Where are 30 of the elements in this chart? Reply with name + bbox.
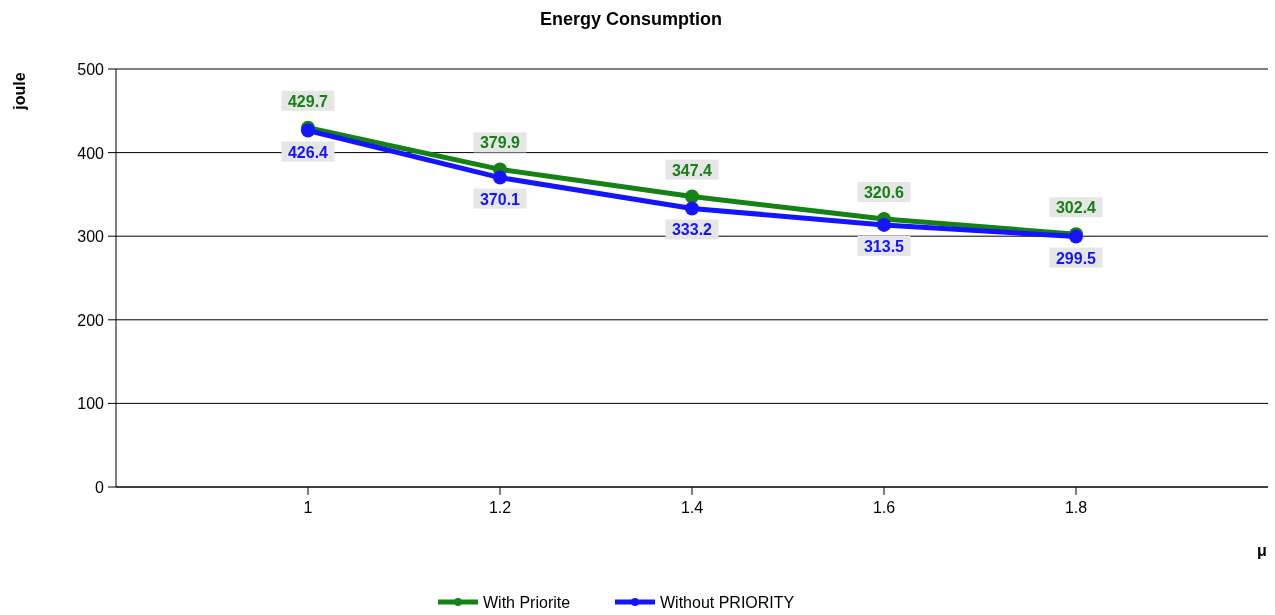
data-label: 302.4: [1055, 199, 1097, 217]
data-label: 313.5: [863, 237, 905, 255]
data-label: 320.6: [863, 183, 905, 201]
legend-label: Without PRIORITY: [660, 594, 795, 611]
x-tick-label: 1.2: [488, 499, 512, 516]
point: [877, 217, 891, 232]
data-label: 429.7: [287, 92, 329, 110]
legend-label: With Priorite: [483, 594, 571, 611]
data-label: 426.4: [287, 143, 329, 161]
data-label: 347.4: [671, 161, 713, 179]
chart-title: Energy Consumption: [539, 9, 723, 29]
point: [493, 170, 507, 185]
x-tick-label: 1.4: [680, 499, 704, 516]
x-tick-label: 1.8: [1064, 499, 1088, 516]
y-axis-title: joule: [11, 72, 28, 111]
x-tick-label: 1.6: [872, 499, 896, 516]
y-tick-label: 200: [77, 311, 105, 329]
data-label: 370.1: [479, 190, 521, 208]
point: [685, 189, 699, 204]
y-tick-label: 0: [95, 479, 105, 496]
point: [685, 201, 699, 216]
x-tick-label: 1: [303, 499, 313, 516]
x-axis-title: μ: [1257, 542, 1267, 559]
data-label: 299.5: [1055, 249, 1097, 267]
y-tick-label: 100: [77, 395, 105, 413]
data-label: 379.9: [479, 134, 521, 152]
y-tick-label: 500: [77, 61, 105, 78]
y-tick-label: 400: [77, 144, 105, 162]
data-label: 333.2: [671, 221, 713, 239]
y-tick-label: 300: [77, 228, 105, 246]
